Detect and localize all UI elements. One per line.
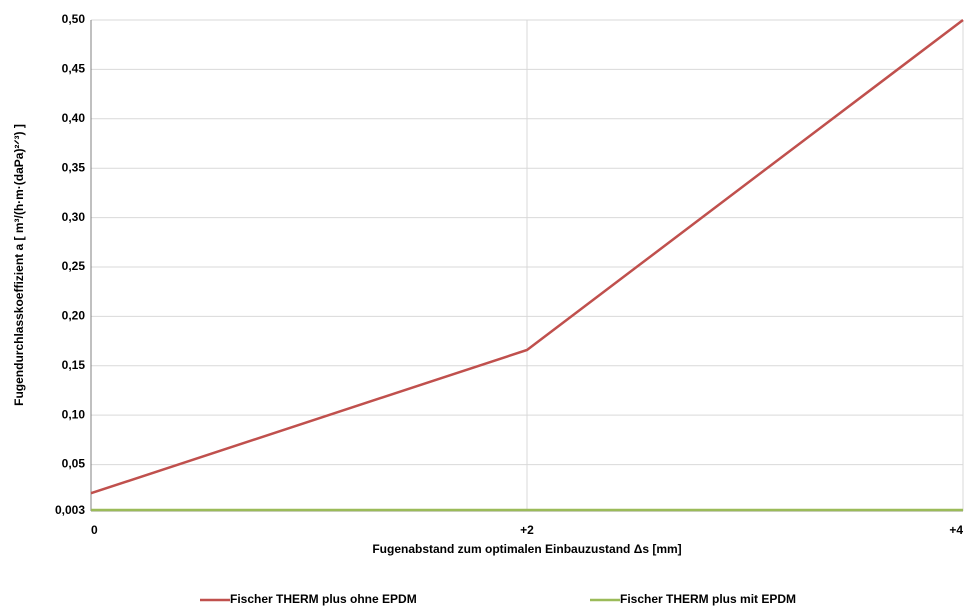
legend-label: Fischer THERM plus ohne EPDM [230,592,417,606]
y-tick-label: 0,10 [62,407,86,421]
y-tick-label: 0,20 [62,309,86,323]
y-tick-label: 0,50 [62,12,86,26]
y-tick-label: 0,003 [55,503,85,517]
y-tick-label: 0,05 [62,457,86,471]
y-tick-label: 0,40 [62,111,86,125]
legend-label: Fischer THERM plus mit EPDM [620,592,796,606]
x-axis-label: Fugenabstand zum optimalen Einbauzustand… [372,542,681,556]
x-tick-label: 0 [91,523,98,537]
y-axis-label: Fugendurchlasskoeffizient a [ m³/(h·m·(d… [12,124,26,406]
y-tick-label: 0,45 [62,62,86,76]
line-series [90,19,964,495]
y-tick-label: 0,30 [62,210,86,224]
y-tick-label: 0,25 [62,259,86,273]
y-tick-label: 0,35 [62,160,86,174]
x-tick-label: +4 [949,523,963,537]
y-tick-label: 0,15 [62,358,86,372]
x-tick-label: +2 [520,523,534,537]
